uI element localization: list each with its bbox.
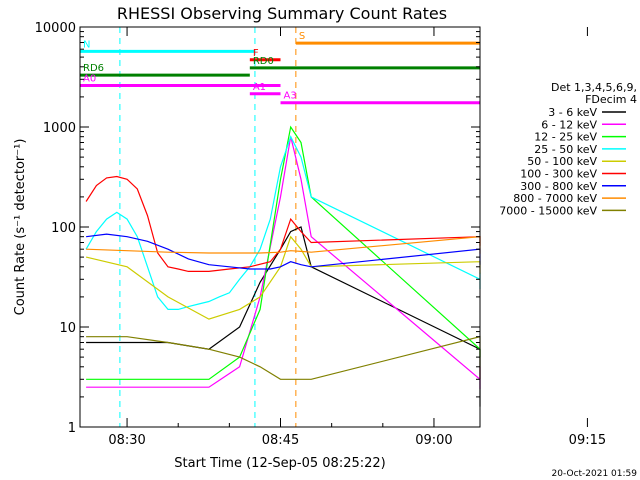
series-line-4 — [85, 235, 481, 320]
flag-label-f: F — [253, 48, 259, 59]
y-tick-label-2: 100 — [51, 221, 76, 236]
x-tick-label-3: 09:15 — [569, 433, 606, 448]
flag-label-n: N — [83, 39, 90, 50]
x-tick-label-2: 09:00 — [415, 433, 452, 448]
y-tick-label-1: 10 — [59, 321, 76, 336]
y-tick-label-0: 1 — [68, 421, 76, 436]
series-line-5 — [85, 175, 481, 272]
series-lines — [85, 125, 481, 407]
legend-label-2: 12 - 25 keV — [534, 131, 597, 144]
legend-label-7: 800 - 7000 keV — [513, 192, 597, 205]
legend-label-8: 7000 - 15000 keV — [499, 204, 597, 217]
flag-label-s: S — [299, 31, 305, 42]
date-stamp: 20-Oct-2021 01:59 — [552, 469, 638, 479]
legend-label-0: 3 - 6 keV — [548, 106, 597, 119]
y-tick-label-4: 10000 — [35, 21, 76, 36]
x-tick-label-1: 08:45 — [262, 433, 299, 448]
legend-label-6: 300 - 800 keV — [520, 180, 597, 193]
series-line-2 — [86, 125, 481, 380]
x-axis-label: Start Time (12-Sep-05 08:25:22) — [174, 456, 385, 471]
chart-title: RHESSI Observing Summary Count Rates — [117, 4, 447, 23]
legend-header-line-0: Det 1,3,4,5,6,9, — [551, 81, 637, 94]
series-line-3 — [85, 135, 481, 310]
legend-label-3: 25 - 50 keV — [534, 143, 597, 156]
flag-label-rd0: RD0 — [253, 56, 274, 67]
legend-header-line-1: FDecim 4 — [585, 93, 637, 106]
y-tick-label-3: 1000 — [43, 121, 76, 136]
flag-label-rd6: RD6 — [83, 63, 104, 74]
legend-label-4: 50 - 100 keV — [527, 155, 597, 168]
flag-label-a3: A3 — [284, 91, 297, 102]
y-axis-label: Count Rate (s⁻¹ detector⁻¹) — [13, 139, 28, 316]
y-axis: 1 10 100 1000 10000 — [35, 21, 480, 436]
x-tick-label-0: 08:30 — [108, 433, 145, 448]
flag-label-a1: A1 — [253, 82, 266, 93]
flag-label-a0: A0 — [83, 74, 96, 85]
legend-label-1: 6 - 12 keV — [541, 118, 597, 131]
legend-label-5: 100 - 300 keV — [520, 168, 597, 181]
